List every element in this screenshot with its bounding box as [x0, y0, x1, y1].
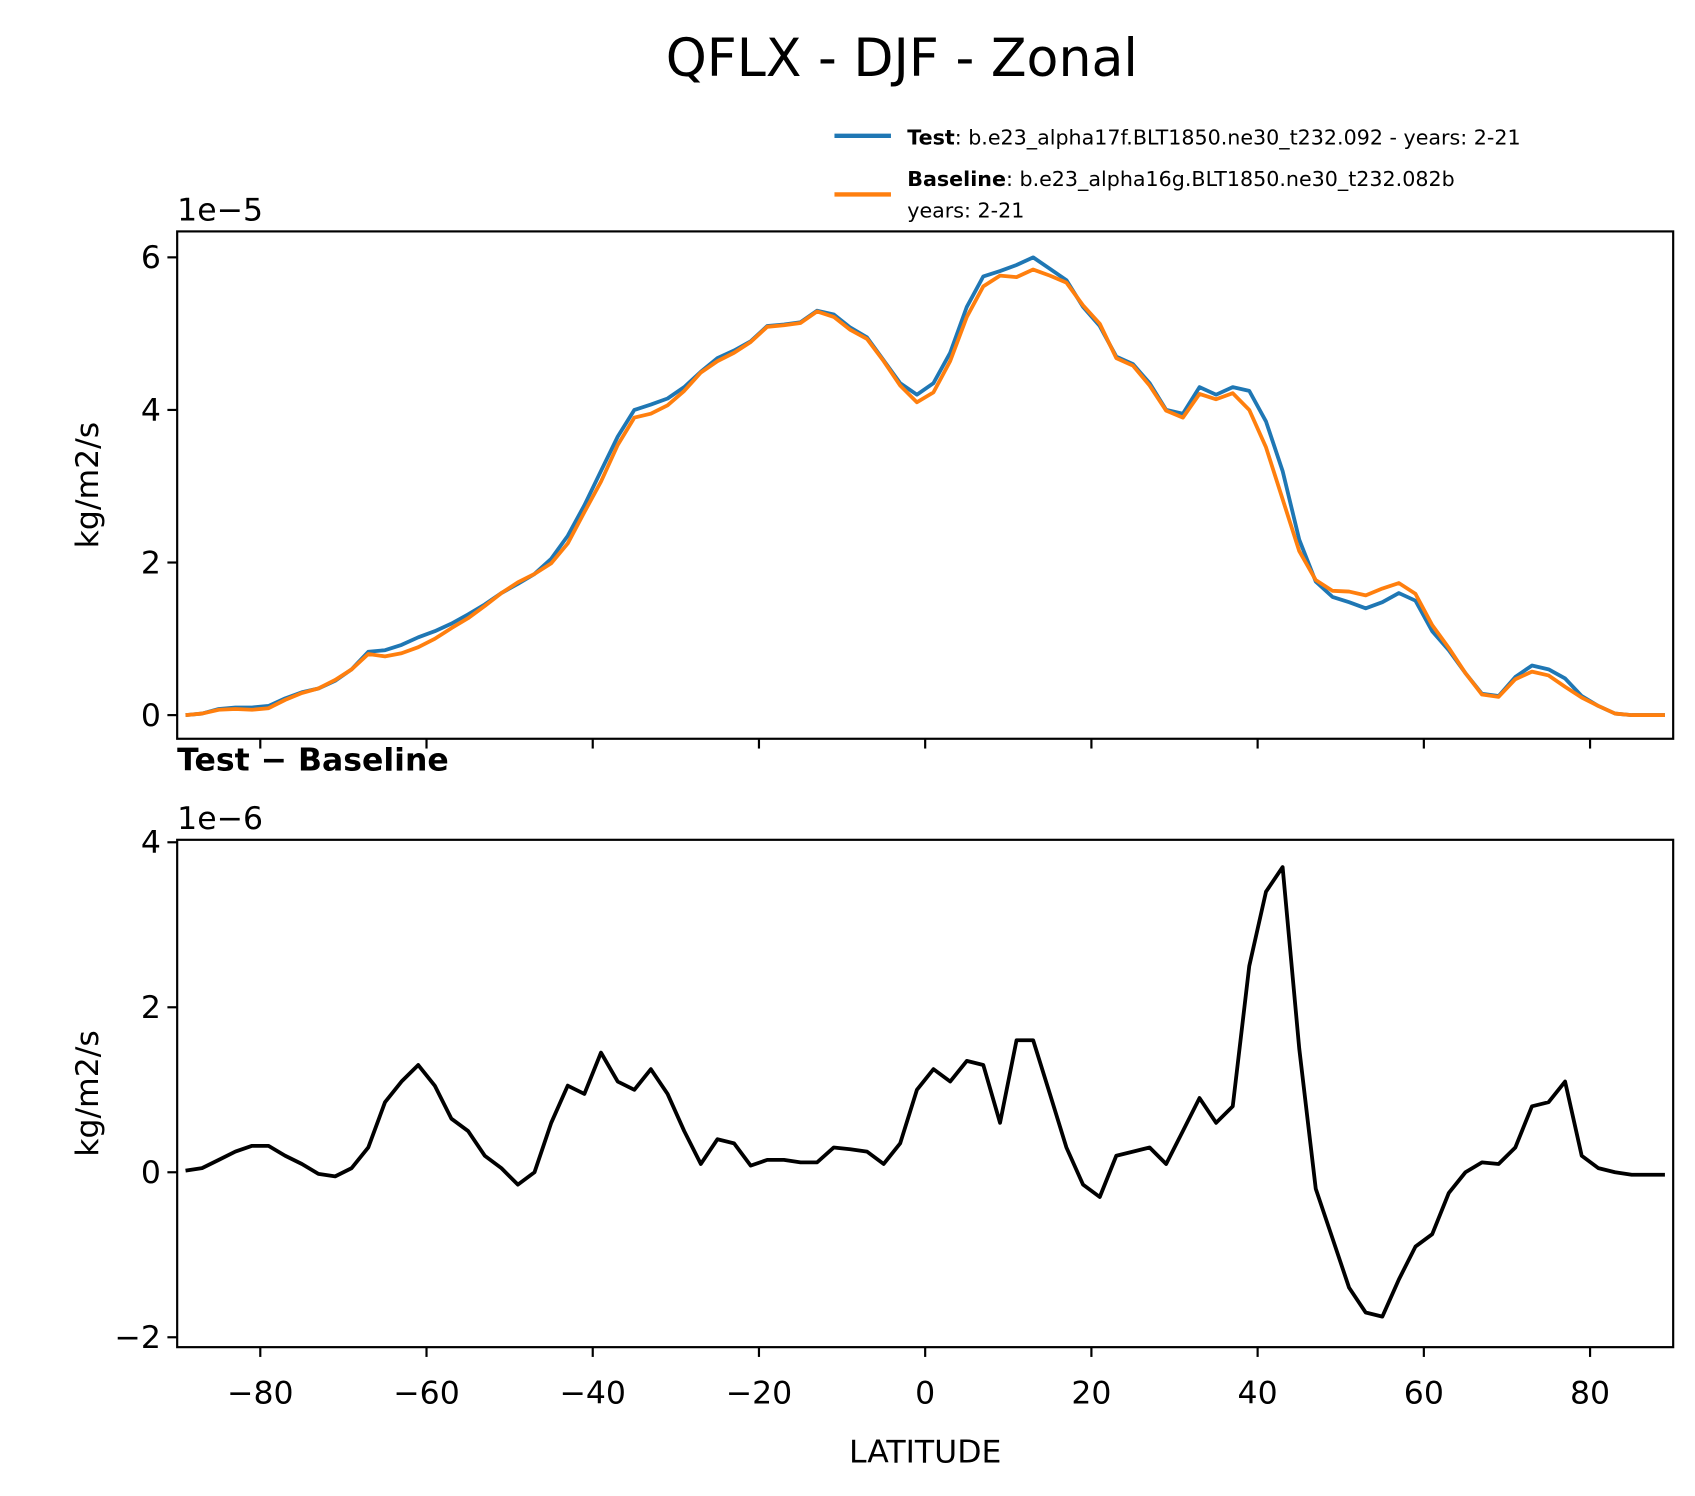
x-tick-label: −20 [726, 1376, 792, 1412]
x-axis-label: LATITUDE [849, 1434, 1001, 1470]
legend-label: Test [907, 125, 955, 149]
data-line [185, 255, 1665, 717]
figure-title: QFLX - DJF - Zonal [666, 29, 1138, 89]
x-tick-label: −60 [393, 1376, 459, 1412]
x-tick-label: −80 [227, 1376, 293, 1412]
y-tick-label: 6 [141, 240, 161, 276]
x-tick-label: 80 [1570, 1376, 1610, 1412]
x-tick-label: −40 [559, 1376, 625, 1412]
legend-entry: Baseline: b.e23_alpha16g.BLT1850.ne30_t2… [907, 167, 1454, 191]
legend: Test: b.e23_alpha17f.BLT1850.ne30_t232.0… [834, 125, 1521, 222]
y-tick-label: 0 [141, 698, 161, 734]
x-tick-label: 0 [915, 1376, 935, 1412]
plot-frame [176, 230, 1675, 740]
y-tick-label: 4 [141, 393, 161, 429]
legend-description: : b.e23_alpha17f.BLT1850.ne30_t232.092 -… [955, 125, 1521, 149]
y-axis-label: kg/m2/s [70, 422, 106, 549]
legend-description: years: 2-21 [907, 198, 1024, 222]
y-axis-label: kg/m2/s [70, 1030, 106, 1157]
data-line [185, 865, 1665, 1319]
data-line [185, 267, 1665, 717]
offset-text: 1e−5 [177, 193, 263, 229]
y-tick-label: 0 [141, 1155, 161, 1191]
y-tick-label: 4 [141, 825, 161, 861]
y-tick-label: 2 [141, 990, 161, 1026]
x-tick-label: 20 [1071, 1376, 1111, 1412]
legend-entry: Test: b.e23_alpha17f.BLT1850.ne30_t232.0… [907, 125, 1520, 149]
subplot-title: Test − Baseline [177, 742, 449, 778]
legend-description: : b.e23_alpha16g.BLT1850.ne30_t232.082b [1006, 167, 1455, 191]
y-tick-label: −2 [114, 1320, 160, 1356]
y-tick-label: 2 [141, 545, 161, 581]
x-tick-label: 40 [1238, 1376, 1278, 1412]
legend-label: Baseline [907, 167, 1006, 191]
offset-text: 1e−6 [177, 801, 263, 837]
x-tick-label: 60 [1404, 1376, 1444, 1412]
plot-frame [176, 838, 1675, 1349]
